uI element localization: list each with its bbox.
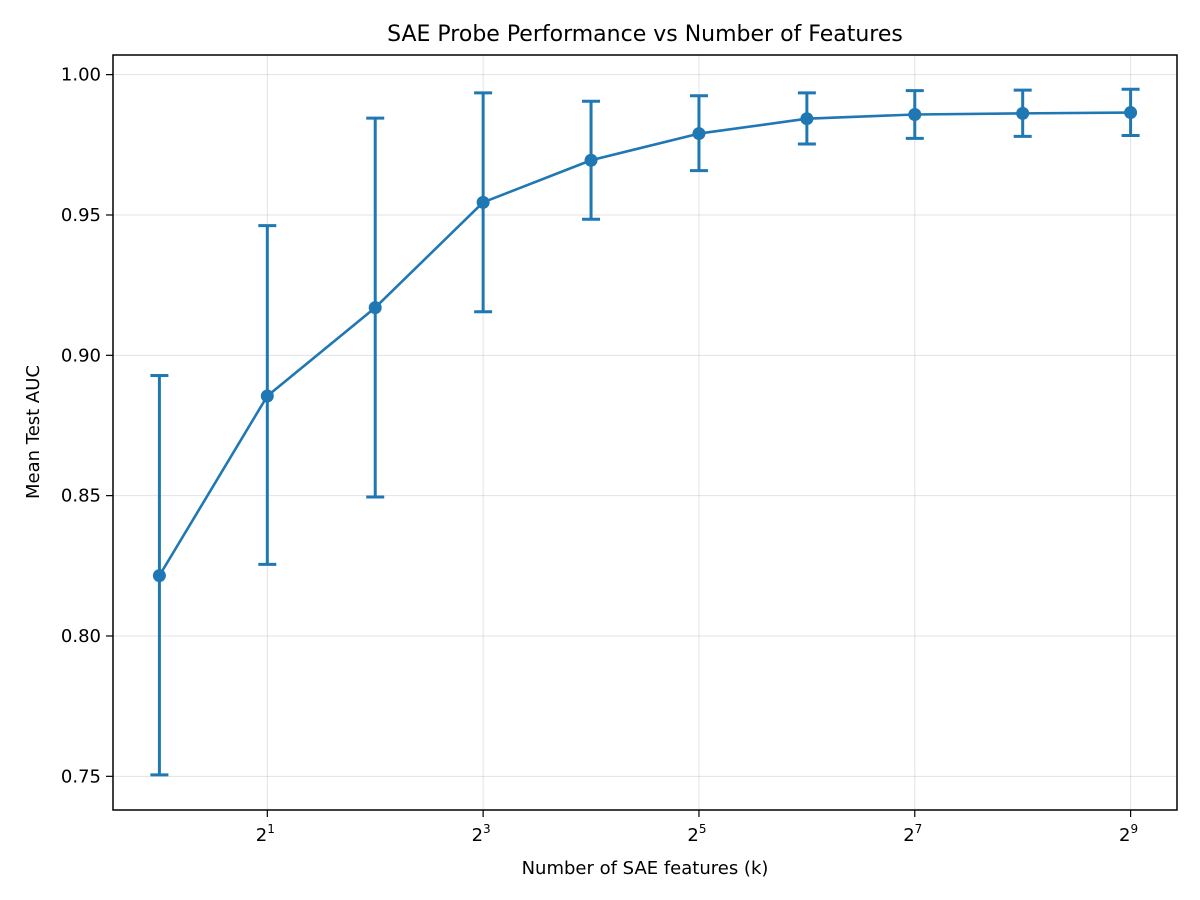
x-axis-label: Number of SAE features (k)	[522, 858, 769, 879]
data-point	[908, 108, 922, 122]
data-point	[800, 112, 814, 126]
grid	[113, 55, 1177, 810]
plot-frame	[112, 54, 1178, 811]
x-tick-label: 21	[256, 822, 275, 846]
chart-title: SAE Probe Performance vs Number of Featu…	[387, 22, 903, 47]
x-tick-label: 27	[903, 822, 922, 846]
y-tick-label: 0.80	[61, 626, 101, 647]
series	[150, 87, 1140, 777]
y-axis-label: Mean Test AUC	[23, 365, 44, 499]
data-point	[1124, 106, 1138, 120]
data-point	[584, 153, 598, 167]
x-tick-label: 29	[1119, 822, 1138, 846]
data-point	[260, 389, 274, 403]
x-tick-label: 25	[687, 822, 706, 846]
y-axis: 0.75 0.80 0.85 0.90 0.95 1.00	[61, 65, 113, 787]
data-point	[152, 569, 166, 583]
data-point	[692, 127, 706, 141]
series-group	[150, 87, 1140, 777]
x-tick-label: 23	[472, 822, 491, 846]
y-tick-label: 0.90	[61, 345, 101, 366]
series-line	[158, 111, 1131, 577]
x-axis: 21 23 25 27 29	[256, 810, 1138, 846]
y-tick-label: 0.95	[61, 205, 101, 226]
y-tick-label: 0.75	[61, 766, 101, 787]
y-tick-label: 1.00	[61, 65, 101, 86]
data-point	[476, 195, 490, 209]
y-tick-label: 0.85	[61, 486, 101, 507]
data-point	[1016, 106, 1030, 120]
data-point	[368, 301, 382, 315]
